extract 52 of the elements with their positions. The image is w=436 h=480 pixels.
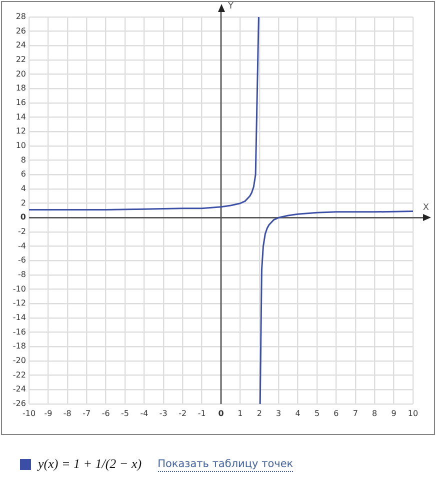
y-tick-label: 8 bbox=[20, 155, 26, 164]
y-tick-label: -12 bbox=[12, 298, 26, 308]
y-tick-label: -10 bbox=[12, 284, 26, 294]
legend-label: y(x) = 1 + 1/(2 − x) bbox=[38, 456, 142, 472]
y-tick-label: -18 bbox=[12, 342, 26, 351]
x-tick-label: -2 bbox=[178, 408, 187, 418]
y-tick-label: -6 bbox=[18, 256, 26, 265]
x-tick-label: -1 bbox=[198, 408, 206, 418]
y-tick-label: 16 bbox=[16, 98, 26, 108]
x-axis-title: X bbox=[422, 203, 430, 214]
y-tick-label: 26 bbox=[16, 26, 26, 36]
y-tick-label: 14 bbox=[16, 112, 26, 122]
y-tick-label: 28 bbox=[16, 12, 26, 22]
x-tick-label: 9 bbox=[391, 408, 396, 418]
x-tick-label: 3 bbox=[276, 408, 282, 418]
y-tick-label: 22 bbox=[16, 55, 26, 64]
y-tick-label: 24 bbox=[16, 40, 26, 50]
y-tick-label: -16 bbox=[12, 327, 26, 336]
y-tick-label: -8 bbox=[18, 270, 26, 280]
x-tick-label: -5 bbox=[121, 408, 129, 418]
y-tick-label: -26 bbox=[12, 399, 26, 408]
y-tick-label: 2 bbox=[20, 198, 26, 208]
x-tick-label: -3 bbox=[159, 408, 168, 418]
x-tick-label: 6 bbox=[334, 408, 339, 418]
y-tick-label: 20 bbox=[16, 69, 26, 78]
y-tick-label: -4 bbox=[18, 241, 26, 250]
y-tick-label: 6 bbox=[20, 170, 26, 179]
y-tick-label: 18 bbox=[16, 84, 26, 93]
y-tick-label: 10 bbox=[16, 141, 26, 150]
y-tick-label: -14 bbox=[12, 313, 26, 322]
x-tick-label: -6 bbox=[102, 408, 110, 418]
y-tick-label: -20 bbox=[12, 356, 26, 366]
x-tick-label: -8 bbox=[63, 408, 72, 418]
x-tick-label: 10 bbox=[408, 408, 418, 418]
text: Показать таблицу точек bbox=[158, 456, 294, 472]
x-tick-label: -9 bbox=[44, 408, 52, 418]
y-axis-title: Y bbox=[227, 1, 234, 12]
y-tick-label: 4 bbox=[20, 184, 26, 194]
x-tick-label: 4 bbox=[295, 408, 300, 418]
x-tick-label: 2 bbox=[256, 408, 262, 418]
y-tick-label: 0 bbox=[20, 212, 26, 222]
x-tick-label: -7 bbox=[82, 408, 91, 418]
y-tick-label: -2 bbox=[18, 227, 26, 236]
x-tick-label: 8 bbox=[372, 408, 378, 418]
y-tick-label: -24 bbox=[12, 384, 26, 394]
y-tick-label: 12 bbox=[16, 126, 26, 136]
x-tick-label: 7 bbox=[352, 408, 358, 418]
x-tick-label: 1 bbox=[238, 408, 243, 418]
y-tick-label: -22 bbox=[12, 370, 26, 380]
x-tick-label: -4 bbox=[140, 408, 148, 418]
x-tick-label: 5 bbox=[314, 408, 320, 418]
x-tick-label: 0 bbox=[218, 408, 224, 418]
